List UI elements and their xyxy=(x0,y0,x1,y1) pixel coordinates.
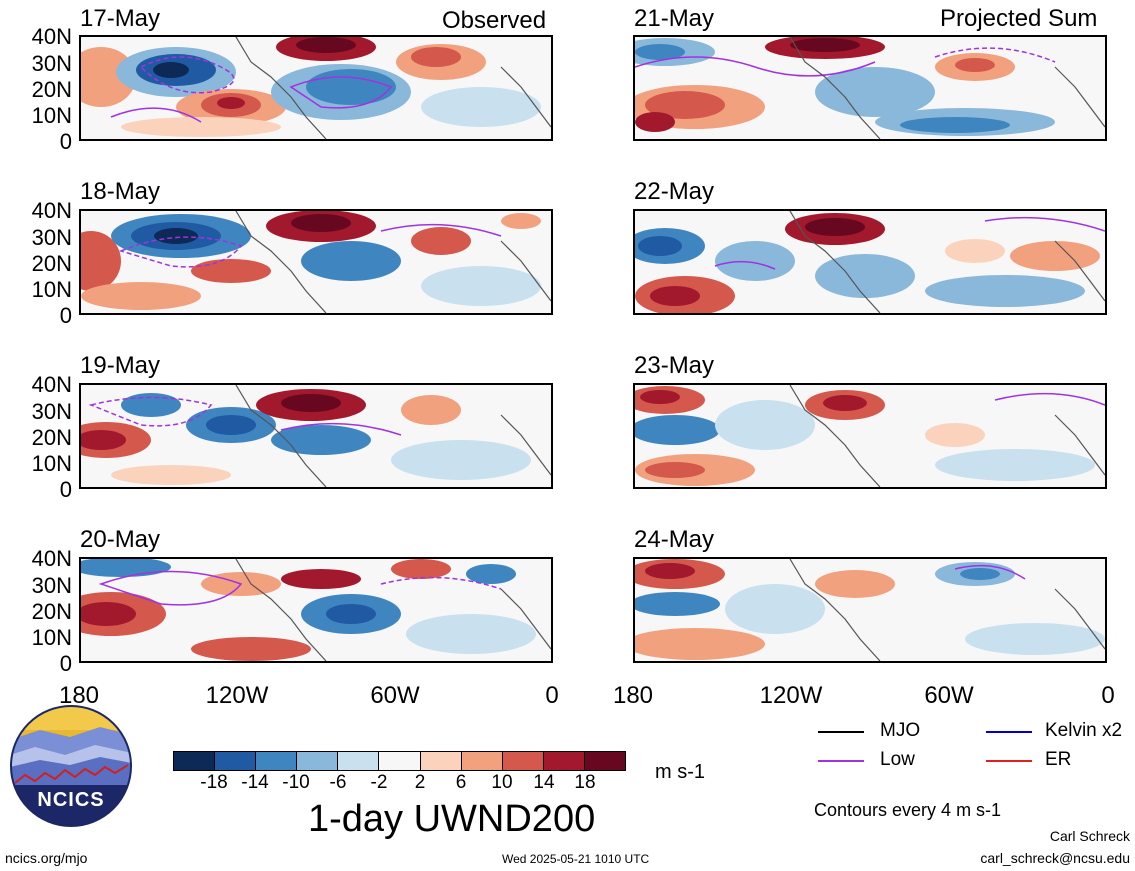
legend-label-mjo: MJO xyxy=(880,720,921,741)
panel-date-19-may: 19-May xyxy=(80,352,161,379)
contour-note: Contours every 4 m s-1 xyxy=(814,800,1002,820)
legend-line-er xyxy=(986,760,1032,762)
map-panel-20-may xyxy=(79,557,553,663)
map-panel-22-may xyxy=(633,209,1107,315)
panel-date-23-may: 23-May xyxy=(634,352,715,379)
map-panel-23-may xyxy=(633,383,1107,489)
ncics-logo: NCICS xyxy=(10,705,132,827)
panel-date-21-may: 21-May xyxy=(634,5,715,32)
panel-date-17-may: 17-May xyxy=(80,5,161,32)
panel-date-24-may: 24-May xyxy=(634,526,715,553)
legend-label-low: Low xyxy=(880,749,915,770)
colorbar-unit: m s-1 xyxy=(655,761,705,783)
colorbar-swatch xyxy=(174,752,215,770)
panel-date-20-may: 20-May xyxy=(80,526,161,553)
footer-email[interactable]: carl_schreck@ncsu.edu xyxy=(980,850,1130,866)
observed-header: Observed xyxy=(442,7,547,34)
colorbar-swatch xyxy=(337,752,379,770)
colorbar-swatch xyxy=(214,752,256,770)
colorbar-swatch xyxy=(501,752,543,770)
map-panel-21-may xyxy=(633,35,1107,141)
colorbar-swatch xyxy=(460,752,502,770)
colorbar-swatch xyxy=(255,752,297,770)
legend-line-mjo xyxy=(818,731,864,733)
legend-line-low xyxy=(818,760,864,762)
main-title: 1-day UWND200 xyxy=(308,798,596,840)
map-panel-18-may xyxy=(79,209,553,315)
legend-label-er: ER xyxy=(1045,749,1072,770)
panel-date-22-may: 22-May xyxy=(634,178,715,205)
legend-line-kelvin xyxy=(986,731,1032,733)
map-panel-24-may xyxy=(633,557,1107,663)
colorbar-swatch xyxy=(542,752,584,770)
logo-text: NCICS xyxy=(37,789,105,811)
projected-sum-header: Projected Sum xyxy=(940,5,1098,32)
footer-timestamp: Wed 2025-05-21 1010 UTC xyxy=(502,852,650,866)
footer-url[interactable]: ncics.org/mjo xyxy=(5,850,88,866)
colorbar-swatch xyxy=(419,752,461,770)
colorbar-swatch xyxy=(296,752,338,770)
map-panel-19-may xyxy=(79,383,553,489)
legend-label-kelvin: Kelvin x2 xyxy=(1045,720,1123,741)
colorbar-swatch xyxy=(583,752,626,770)
map-panel-17-may xyxy=(79,35,553,141)
footer-author: Carl Schreck xyxy=(1049,828,1130,844)
colorbar-swatch xyxy=(378,752,420,770)
colorbar xyxy=(173,751,626,771)
panel-date-18-may: 18-May xyxy=(80,178,161,205)
